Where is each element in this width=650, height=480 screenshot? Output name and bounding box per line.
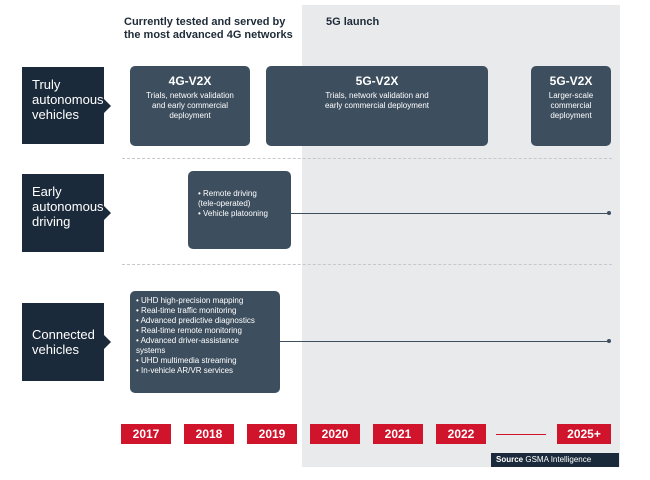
- category-arrow: [104, 335, 111, 349]
- service-item: • Real-time traffic monitoring: [136, 306, 237, 315]
- box-title: 5G-V2X: [549, 74, 593, 88]
- early-autonomous-services-box: • Remote driving (tele-operated) • Vehic…: [188, 171, 291, 249]
- category-arrow: [104, 99, 111, 113]
- box-description: Larger-scale commercial deployment: [548, 91, 594, 120]
- year-2025-plus: 2025+: [557, 424, 611, 444]
- year-2018: 2018: [184, 424, 234, 444]
- service-item-remote-driving: • Remote driving (tele-operated): [198, 189, 257, 208]
- category-arrow: [104, 206, 111, 220]
- row-divider: [122, 264, 612, 265]
- 5g-v2x-box: 5G-V2X Trials, network validation and ea…: [266, 66, 488, 146]
- year-2019: 2019: [247, 424, 297, 444]
- timeline-end-dot: [607, 211, 611, 215]
- source-label: Source: [496, 455, 524, 464]
- 5g-launch-label: 5G launch: [326, 16, 380, 28]
- year-2017: 2017: [121, 424, 171, 444]
- service-item: • UHD multimedia streaming: [136, 356, 237, 365]
- category-truly-autonomous-vehicles: Truly autonomous vehicles: [22, 67, 104, 144]
- service-list: • Remote driving (tele-operated) • Vehic…: [198, 189, 291, 219]
- timeline-line-connected: [280, 341, 609, 342]
- service-list: • UHD high-precision mapping • Real-time…: [136, 296, 280, 376]
- year-2020: 2020: [310, 424, 360, 444]
- box-description: Trials, network validation and early com…: [146, 91, 234, 120]
- service-item: • Advanced driver-assistance systems: [136, 336, 239, 355]
- service-item: • Real-time remote monitoring: [136, 326, 242, 335]
- timeline-line-early: [291, 213, 609, 214]
- year-2022: 2022: [436, 424, 486, 444]
- 5g-v2x-large-scale-box: 5G-V2X Larger-scale commercial deploymen…: [531, 66, 611, 146]
- box-description: Trials, network validation and early com…: [324, 91, 430, 110]
- service-item: • UHD high-precision mapping: [136, 296, 244, 305]
- service-item: • Advanced predictive diagnostics: [136, 316, 255, 325]
- service-item-vehicle-platooning: • Vehicle platooning: [198, 209, 268, 218]
- 4g-v2x-box: 4G-V2X Trials, network validation and ea…: [130, 66, 250, 146]
- box-title: 5G-V2X: [355, 74, 399, 88]
- connected-services-box: • UHD high-precision mapping • Real-time…: [130, 291, 280, 393]
- year-2021: 2021: [373, 424, 423, 444]
- box-title: 4G-V2X: [168, 74, 212, 88]
- current-networks-label: Currently tested and served by the most …: [124, 16, 293, 41]
- category-connected-vehicles: Connected vehicles: [22, 303, 104, 381]
- row-divider: [122, 158, 612, 159]
- source-value: GSMA Intelligence: [525, 455, 592, 464]
- timeline-end-dot: [607, 339, 611, 343]
- source-credit: Source GSMA Intelligence: [491, 453, 619, 467]
- service-item: • In-vehicle AR/VR services: [136, 366, 234, 375]
- category-early-autonomous-driving: Early autonomous driving: [22, 174, 104, 252]
- year-gap-line: [496, 434, 546, 435]
